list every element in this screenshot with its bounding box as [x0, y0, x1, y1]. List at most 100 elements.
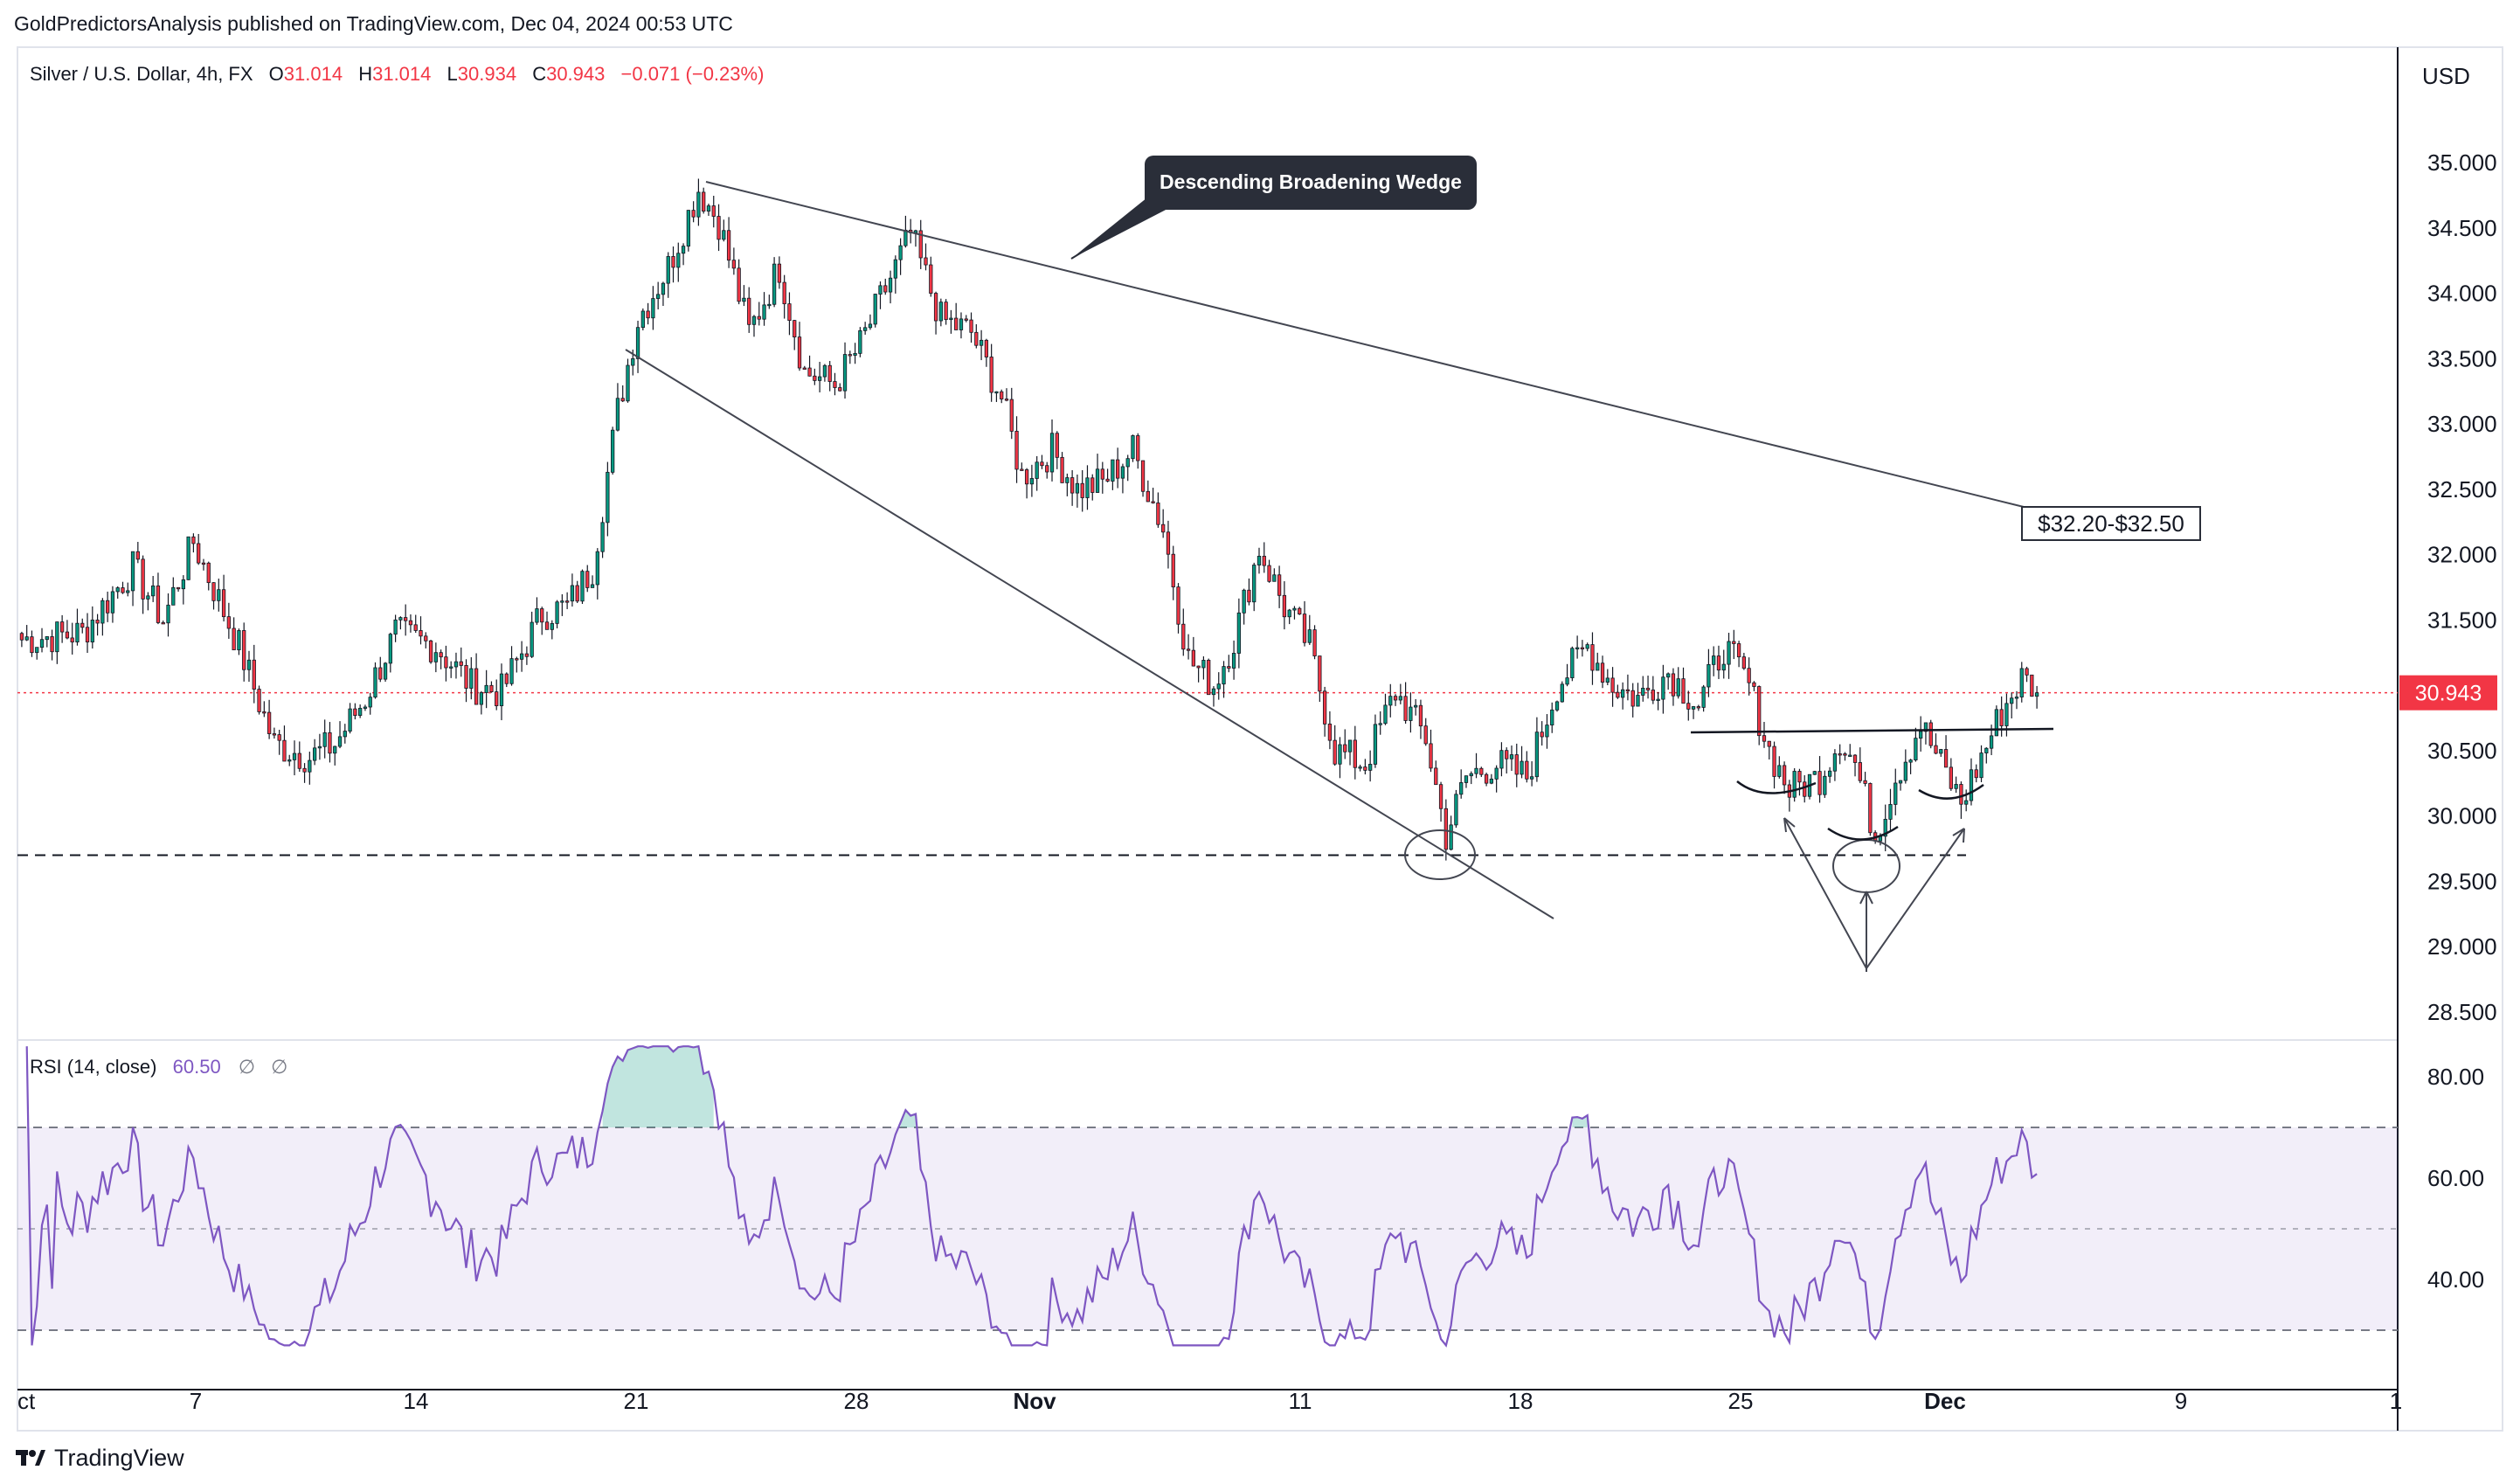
candle: [312, 739, 317, 766]
candle: [827, 361, 832, 392]
candle: [1757, 685, 1762, 745]
rsi-line: [25, 1044, 2038, 1348]
candle: [777, 256, 782, 289]
candle: [424, 632, 428, 648]
rsi-value: 60.50: [173, 1056, 221, 1078]
candle: [39, 628, 45, 653]
candle: [1116, 447, 1120, 489]
candle: [413, 614, 418, 634]
candle: [656, 281, 661, 310]
candle: [479, 690, 484, 715]
candle: [681, 243, 686, 266]
candle: [585, 565, 590, 593]
candle: [1095, 454, 1100, 493]
candle: [1621, 682, 1625, 710]
candle: [1318, 655, 1322, 703]
low-circle-right[interactable]: [1832, 839, 1900, 893]
candle: [1100, 461, 1104, 494]
candle: [1393, 694, 1398, 706]
candle: [1282, 581, 1287, 630]
candle: [1484, 773, 1489, 787]
candle: [1014, 416, 1019, 483]
candle: [1868, 782, 1873, 836]
candle: [813, 368, 817, 385]
candle: [110, 586, 115, 623]
price-tick-label: 35.000: [2427, 149, 2497, 176]
left-shoulder-arc[interactable]: [1736, 780, 1817, 794]
candle: [1832, 749, 1838, 781]
candle: [868, 314, 873, 330]
candle: [711, 196, 716, 228]
candle: [1333, 725, 1337, 766]
low-circle-left[interactable]: [1404, 829, 1476, 880]
candle: [590, 575, 595, 588]
candle: [1136, 433, 1140, 469]
candle: [1974, 764, 1978, 783]
candle: [1368, 750, 1373, 782]
candle: [1676, 667, 1680, 699]
candle: [363, 704, 368, 711]
candle: [722, 219, 726, 242]
candle: [474, 653, 479, 705]
candle: [277, 730, 281, 755]
candle: [1520, 745, 1524, 779]
candle: [944, 299, 948, 325]
candle: [449, 661, 453, 678]
price-axis[interactable]: 35.000 34.500 34.000 33.500 33.000 32.500 32.0…: [2427, 149, 2497, 1025]
footer-brand[interactable]: TradingView: [16, 1442, 184, 1474]
arrows[interactable]: [1783, 817, 1965, 972]
rsi-axis[interactable]: 80.00 60.00 40.00: [2427, 1064, 2484, 1293]
time-axis[interactable]: ct 7 14 21 28 Nov 11 18 25 Dec 9 1: [17, 1388, 2402, 1414]
candle: [1787, 780, 1792, 812]
rsi-band: [17, 1127, 2398, 1331]
candle: [1812, 770, 1817, 775]
neckline[interactable]: [1690, 727, 2054, 734]
candle: [1347, 739, 1353, 766]
candle: [989, 343, 993, 402]
candle: [419, 616, 423, 645]
candle: [1398, 683, 1402, 704]
candle: [742, 285, 746, 307]
currency-label[interactable]: USD: [2422, 63, 2470, 89]
candle: [676, 242, 681, 282]
candle: [1656, 691, 1660, 711]
drawings[interactable]: [625, 181, 2054, 972]
candle: [540, 607, 544, 635]
symbol-label: Silver / U.S. Dollar, 4h, FX: [30, 63, 253, 85]
chart-frame: [17, 46, 2503, 1432]
candle: [1186, 634, 1191, 660]
candle: [439, 649, 443, 669]
right-shoulder-arc[interactable]: [1918, 783, 1984, 800]
candle: [1919, 716, 1923, 752]
candle: [408, 614, 413, 633]
candle: [1580, 640, 1585, 657]
head-arc[interactable]: [1827, 825, 1899, 841]
wedge-callout[interactable]: Descending Broadening Wedge: [1070, 156, 1477, 260]
candle: [515, 656, 519, 673]
candle: [308, 752, 312, 785]
price-tick-label: 30.500: [2427, 738, 2497, 764]
candle: [1732, 629, 1736, 660]
candle: [1898, 780, 1903, 791]
candle: [1752, 681, 1756, 691]
candle: [433, 642, 438, 673]
candle: [1590, 632, 1595, 685]
candle: [1302, 600, 1307, 647]
candle: [1298, 607, 1302, 615]
candle: [620, 385, 625, 403]
candle: [802, 365, 807, 370]
svg-text:Silver / U.S. Dollar, 4h, FX: Silver / U.S. Dollar, 4h, FX O31.014 H31…: [30, 63, 764, 85]
candle: [1570, 646, 1575, 682]
candle: [1681, 667, 1686, 704]
candle: [343, 724, 347, 744]
candle: [1923, 722, 1928, 745]
wedge-upper-trendline[interactable]: [705, 181, 2025, 508]
candle: [398, 616, 403, 630]
candle: [237, 628, 241, 655]
wedge-lower-trendline[interactable]: [625, 349, 1554, 919]
target-label[interactable]: $32.20-$32.50: [2021, 506, 2201, 541]
candle: [1782, 761, 1787, 794]
candle: [45, 635, 49, 648]
candle: [257, 685, 261, 715]
